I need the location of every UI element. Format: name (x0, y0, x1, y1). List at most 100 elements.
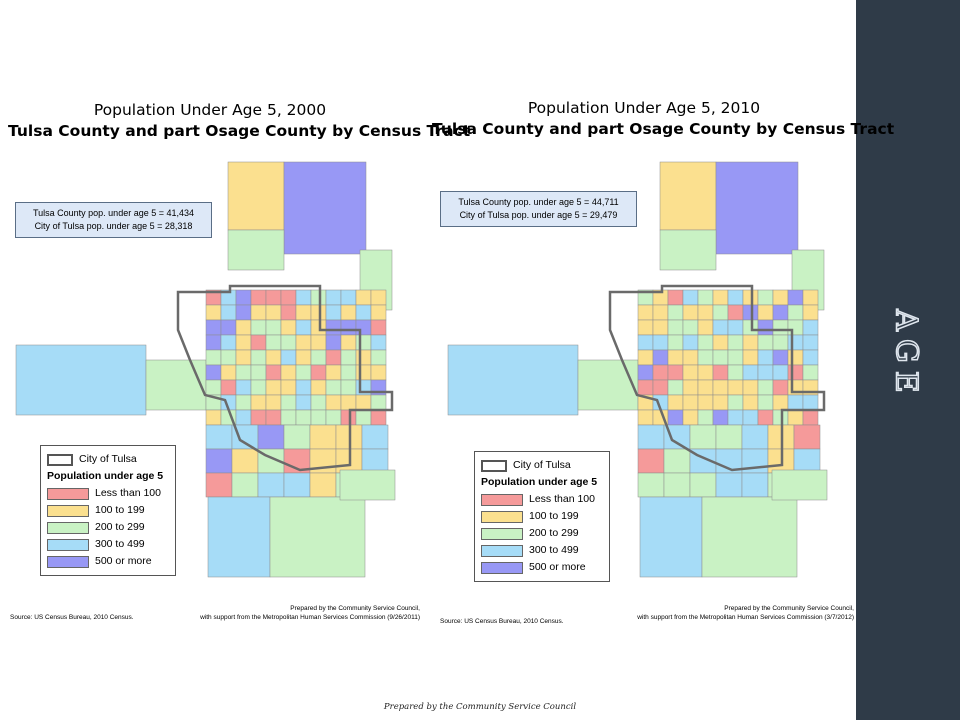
census-tract (667, 364, 684, 381)
legend-class-row: 100 to 199 (47, 502, 169, 519)
census-tract (741, 424, 769, 450)
map-panel-2000: Population Under Age 5, 2000 Tulsa Count… (0, 0, 471, 640)
census-tract (689, 472, 717, 498)
source-note: Source: US Census Bureau, 2010 Census. (10, 614, 134, 621)
census-tract (355, 304, 372, 321)
legend-swatch (481, 527, 523, 540)
legend-classes: Less than 100 100 to 199 200 to 299 300 to … (481, 491, 603, 576)
credit-note: Prepared by the Community Service Counci… (180, 604, 420, 622)
census-tract (265, 334, 282, 351)
census-tract (355, 409, 372, 426)
census-tract (712, 394, 729, 411)
credit-line1: Prepared by the Community Service Counci… (290, 605, 420, 612)
legend-swatch (47, 521, 89, 534)
census-tract (370, 394, 387, 411)
census-tract (682, 319, 699, 336)
census-tract (309, 472, 337, 498)
legend-swatch (481, 544, 523, 557)
legend-class-label: 200 to 299 (95, 521, 145, 533)
census-tract (652, 304, 669, 321)
legend-swatch (481, 493, 523, 506)
census-tract (715, 424, 743, 450)
legend-class-label: 200 to 299 (529, 527, 579, 539)
legend-class-row: 300 to 499 (481, 542, 603, 559)
census-tract (682, 334, 699, 351)
census-tract (280, 364, 297, 381)
census-tract (205, 334, 222, 351)
census-tract (772, 304, 789, 321)
legend-class-label: 500 or more (529, 561, 586, 573)
census-tract (340, 364, 357, 381)
census-tract (370, 319, 387, 336)
census-tract (637, 319, 654, 336)
census-tract (257, 472, 285, 498)
census-tract (727, 289, 744, 306)
census-tract (370, 334, 387, 351)
census-tract (697, 289, 714, 306)
census-tract (250, 409, 267, 426)
census-tract (250, 319, 267, 336)
census-tract (310, 334, 327, 351)
census-tract (250, 304, 267, 321)
census-tract (577, 359, 639, 411)
census-tract (280, 409, 297, 426)
census-tract (227, 161, 285, 231)
legend-city-row: City of Tulsa (47, 451, 169, 468)
census-tract (682, 304, 699, 321)
census-tract (667, 319, 684, 336)
census-tract (205, 319, 222, 336)
census-tract (757, 334, 774, 351)
census-tract (340, 289, 357, 306)
census-tract-map-2010 (447, 161, 828, 578)
census-tract (310, 319, 327, 336)
census-tract (370, 364, 387, 381)
footer-credit: Prepared by the Community Service Counci… (383, 702, 577, 712)
census-tract (712, 304, 729, 321)
census-tract (697, 409, 714, 426)
map-legend: City of Tulsa Population under age 5 Les… (474, 451, 610, 582)
map-title-line2: Tulsa County and part Osage County by Ce… (8, 122, 471, 140)
census-tract (682, 289, 699, 306)
census-tract (741, 472, 769, 498)
census-tract (697, 364, 714, 381)
census-tract (682, 394, 699, 411)
census-tract (772, 379, 789, 396)
census-tract (325, 394, 342, 411)
census-tract (667, 304, 684, 321)
population-callout: Tulsa County pop. under age 5 = 44,711 C… (440, 191, 637, 227)
census-tract (325, 334, 342, 351)
census-tract (757, 394, 774, 411)
census-tract (265, 409, 282, 426)
city-outline-swatch (481, 459, 507, 472)
population-callout: Tulsa County pop. under age 5 = 41,434 C… (15, 202, 212, 238)
census-tract (220, 319, 237, 336)
census-tract (727, 364, 744, 381)
census-tract (742, 304, 759, 321)
census-tract (235, 364, 252, 381)
census-tract (697, 379, 714, 396)
census-tract (742, 349, 759, 366)
map-panel-2010: Population Under Age 5, 2010 Tulsa Count… (432, 0, 894, 640)
census-tract (787, 304, 804, 321)
census-tract (340, 334, 357, 351)
census-tract (280, 379, 297, 396)
census-tract (280, 334, 297, 351)
legend-city-label: City of Tulsa (513, 459, 571, 471)
census-tract (340, 379, 357, 396)
census-tract (370, 349, 387, 366)
census-tract (697, 349, 714, 366)
census-tract (355, 364, 372, 381)
legend-class-row: Less than 100 (481, 491, 603, 508)
census-tract (250, 379, 267, 396)
census-tract (772, 319, 789, 336)
census-tract (712, 364, 729, 381)
census-tract (652, 364, 669, 381)
census-tract (787, 319, 804, 336)
census-tract (742, 319, 759, 336)
city-of-tulsa-outline (608, 284, 826, 472)
census-tract (757, 289, 774, 306)
legend-city-label: City of Tulsa (79, 453, 137, 465)
census-tract (207, 496, 271, 578)
legend-class-label: 300 to 499 (529, 544, 579, 556)
census-tract (757, 379, 774, 396)
